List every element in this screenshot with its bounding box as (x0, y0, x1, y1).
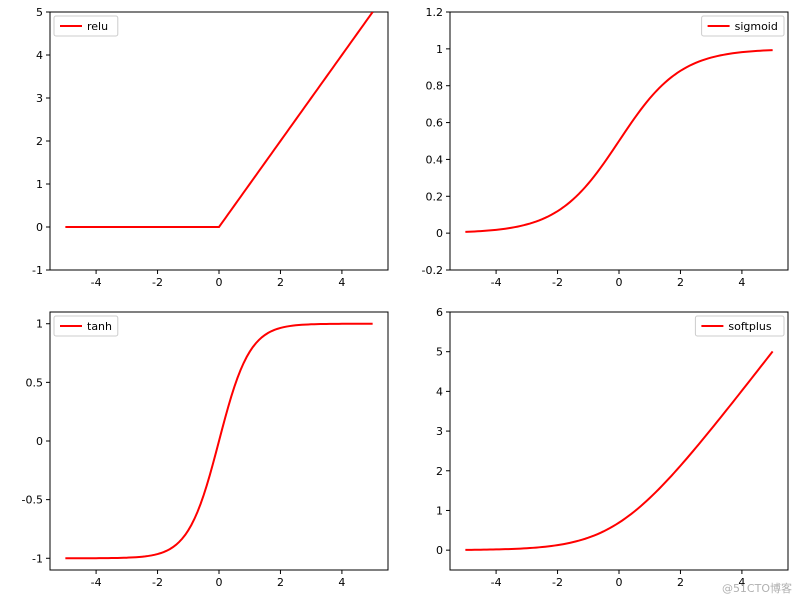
svg-text:0: 0 (36, 435, 43, 448)
svg-text:-4: -4 (491, 576, 502, 589)
legend-label-sigmoid: sigmoid (735, 20, 778, 33)
svg-text:0.4: 0.4 (426, 153, 444, 166)
svg-text:0.2: 0.2 (426, 190, 444, 203)
chart-sigmoid: -4 -2 0 2 4 -0.2 0 0.2 0.4 0.6 0.8 1 1.2 sigmoid (400, 0, 800, 300)
svg-text:0.8: 0.8 (426, 80, 444, 93)
svg-text:-0.2: -0.2 (422, 264, 443, 277)
svg-text:0: 0 (436, 544, 443, 557)
svg-text:4: 4 (36, 49, 43, 62)
panel-relu: -4 -2 0 2 4 -1 0 1 2 3 4 5 relu (0, 0, 400, 300)
svg-text:1: 1 (36, 178, 43, 191)
svg-text:4: 4 (338, 576, 345, 589)
svg-text:-2: -2 (552, 276, 563, 289)
svg-text:-2: -2 (552, 576, 563, 589)
svg-text:5: 5 (436, 346, 443, 359)
svg-text:6: 6 (436, 306, 443, 319)
svg-text:5: 5 (36, 6, 43, 19)
svg-text:-2: -2 (152, 276, 163, 289)
svg-text:0.5: 0.5 (26, 376, 44, 389)
svg-text:2: 2 (277, 576, 284, 589)
svg-text:-4: -4 (91, 276, 102, 289)
svg-text:1: 1 (436, 43, 443, 56)
svg-text:2: 2 (677, 576, 684, 589)
svg-text:1: 1 (436, 504, 443, 517)
svg-text:0: 0 (36, 221, 43, 234)
svg-text:4: 4 (338, 276, 345, 289)
svg-text:-4: -4 (91, 576, 102, 589)
svg-text:0: 0 (616, 276, 623, 289)
chart-relu: -4 -2 0 2 4 -1 0 1 2 3 4 5 relu (0, 0, 400, 300)
svg-text:2: 2 (277, 276, 284, 289)
svg-text:4: 4 (738, 276, 745, 289)
panel-softplus: -4-20240123456softplus (400, 300, 800, 600)
svg-text:0: 0 (436, 227, 443, 240)
chart-tanh: -4 -2 0 2 4 -1 -0.5 0 0.5 1 tanh (0, 300, 400, 600)
legend-label-softplus: softplus (728, 320, 771, 333)
svg-text:0: 0 (216, 576, 223, 589)
svg-text:0: 0 (216, 276, 223, 289)
svg-text:2: 2 (36, 135, 43, 148)
panel-tanh: -4 -2 0 2 4 -1 -0.5 0 0.5 1 tanh (0, 300, 400, 600)
svg-text:-1: -1 (32, 264, 43, 277)
svg-text:2: 2 (677, 276, 684, 289)
svg-text:3: 3 (436, 425, 443, 438)
svg-text:2: 2 (436, 465, 443, 478)
svg-text:-1: -1 (32, 552, 43, 565)
svg-text:0.6: 0.6 (426, 117, 444, 130)
panel-sigmoid: -4 -2 0 2 4 -0.2 0 0.2 0.4 0.6 0.8 1 1.2 sigmoid (400, 0, 800, 300)
legend-label-relu: relu (87, 20, 108, 33)
svg-text:-4: -4 (491, 276, 502, 289)
svg-text:4: 4 (436, 385, 443, 398)
svg-text:-0.5: -0.5 (22, 494, 43, 507)
chart-grid: -4 -2 0 2 4 -1 0 1 2 3 4 5 relu -4 -2 0 2 4 -0.2 0 0.2 0.4 0.… (0, 0, 800, 600)
svg-text:1.2: 1.2 (426, 6, 444, 19)
svg-text:3: 3 (36, 92, 43, 105)
chart-softplus: -4-20240123456softplus (400, 300, 800, 600)
svg-text:1: 1 (36, 318, 43, 331)
svg-text:-2: -2 (152, 576, 163, 589)
svg-text:0: 0 (616, 576, 623, 589)
watermark: @51CTO博客 (722, 580, 792, 596)
legend-label-tanh: tanh (87, 320, 112, 333)
